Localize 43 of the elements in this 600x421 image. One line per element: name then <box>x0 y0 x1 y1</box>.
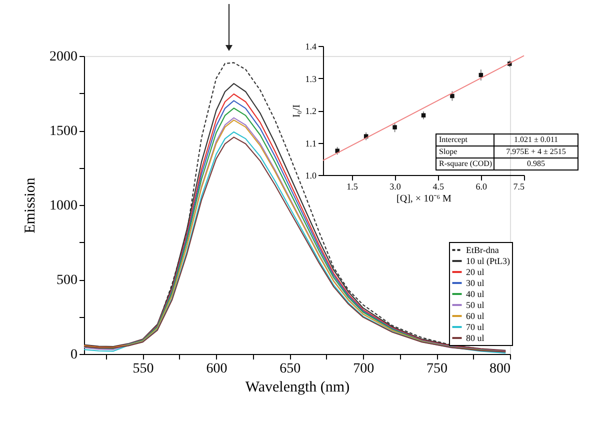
y-tick-label: 1000 <box>50 198 78 214</box>
y-tick-label: 500 <box>56 273 78 288</box>
legend-label: 70 ul <box>466 322 485 332</box>
legend-label: 40 ul <box>466 289 485 299</box>
x-tick-label: 750 <box>426 362 448 376</box>
x-tick-label: 7.5 <box>513 182 525 192</box>
annotation: Intercept <box>439 135 468 144</box>
legend-label: 30 ul <box>466 278 485 288</box>
x-axis-title: Wavelength (nm) <box>245 380 350 396</box>
x-tick-label: 550 <box>132 362 154 376</box>
annotation: R-square (COD) <box>439 159 492 168</box>
legend-label: 20 ul <box>466 267 485 277</box>
y-tick-label: 1.3 <box>305 74 317 84</box>
annotation: 1.021 ± 0.011 <box>514 135 558 144</box>
legend-label: 10 ul (PtL3) <box>466 256 510 266</box>
legend-label: 60 ul <box>466 311 485 321</box>
x-tick-label: 600 <box>206 362 228 376</box>
x-axis-title: [Q], × 10⁻⁶ M <box>396 194 452 204</box>
x-tick-label: 700 <box>353 362 374 376</box>
x-tick-label: 1.5 <box>346 182 358 192</box>
annotation: Slope <box>439 147 458 156</box>
text: 0.985 <box>527 159 545 168</box>
y-tick-label: 0 <box>70 348 78 362</box>
y-tick-label: 2000 <box>50 50 78 64</box>
legend-label: EtBr-dna <box>466 245 499 255</box>
x-tick-label: 4.5 <box>432 182 444 192</box>
x-tick-label: 650 <box>280 362 301 376</box>
y-axis-title: I₀/I <box>291 104 302 118</box>
y-tick-label: 1.1 <box>305 138 316 148</box>
y-tick-label: 1500 <box>50 124 78 139</box>
x-tick-label: 3.0 <box>390 182 402 192</box>
x-tick-label: 800 <box>490 362 510 376</box>
point <box>392 125 397 130</box>
point <box>450 94 454 98</box>
x-tick-label: 6.0 <box>476 182 488 192</box>
point <box>421 113 426 118</box>
y-axis-title: Emission <box>22 177 38 234</box>
legend-label: 80 ul <box>466 333 485 343</box>
annotation: 7.975E + 4 ± 2515 <box>506 147 566 156</box>
y-tick-label: 1.2 <box>305 106 316 116</box>
y-tick-label: 1.0 <box>305 170 317 180</box>
legend-label: 50 ul <box>466 300 485 310</box>
y-tick-label: 1.4 <box>305 42 317 52</box>
